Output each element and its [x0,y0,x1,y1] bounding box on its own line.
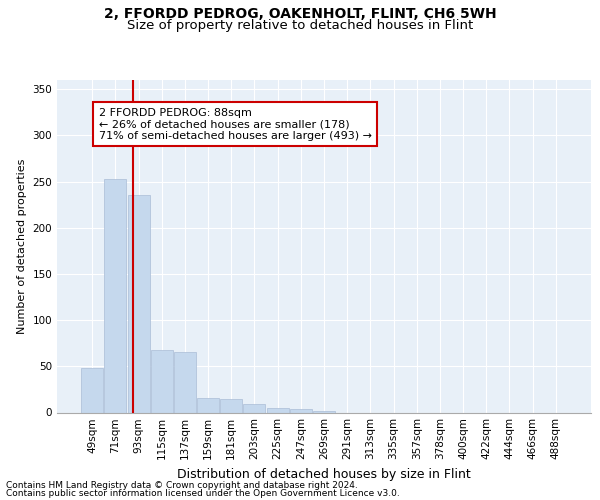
Bar [220,398,242,412]
Y-axis label: Number of detached properties: Number of detached properties [17,158,27,334]
X-axis label: Distribution of detached houses by size in Flint: Distribution of detached houses by size … [177,468,471,481]
Text: Contains HM Land Registry data © Crown copyright and database right 2024.: Contains HM Land Registry data © Crown c… [6,480,358,490]
Bar [104,179,127,412]
Text: 2, FFORDD PEDROG, OAKENHOLT, FLINT, CH6 5WH: 2, FFORDD PEDROG, OAKENHOLT, FLINT, CH6 … [104,8,496,22]
Bar [81,368,103,412]
Text: Contains public sector information licensed under the Open Government Licence v3: Contains public sector information licen… [6,489,400,498]
Bar [266,408,289,412]
Bar [174,352,196,412]
Bar [128,196,149,412]
Bar [244,404,265,412]
Text: Size of property relative to detached houses in Flint: Size of property relative to detached ho… [127,18,473,32]
Text: 2 FFORDD PEDROG: 88sqm
← 26% of detached houses are smaller (178)
71% of semi-de: 2 FFORDD PEDROG: 88sqm ← 26% of detached… [99,108,372,141]
Bar [290,409,312,412]
Bar [197,398,219,412]
Bar [313,410,335,412]
Bar [151,350,173,412]
